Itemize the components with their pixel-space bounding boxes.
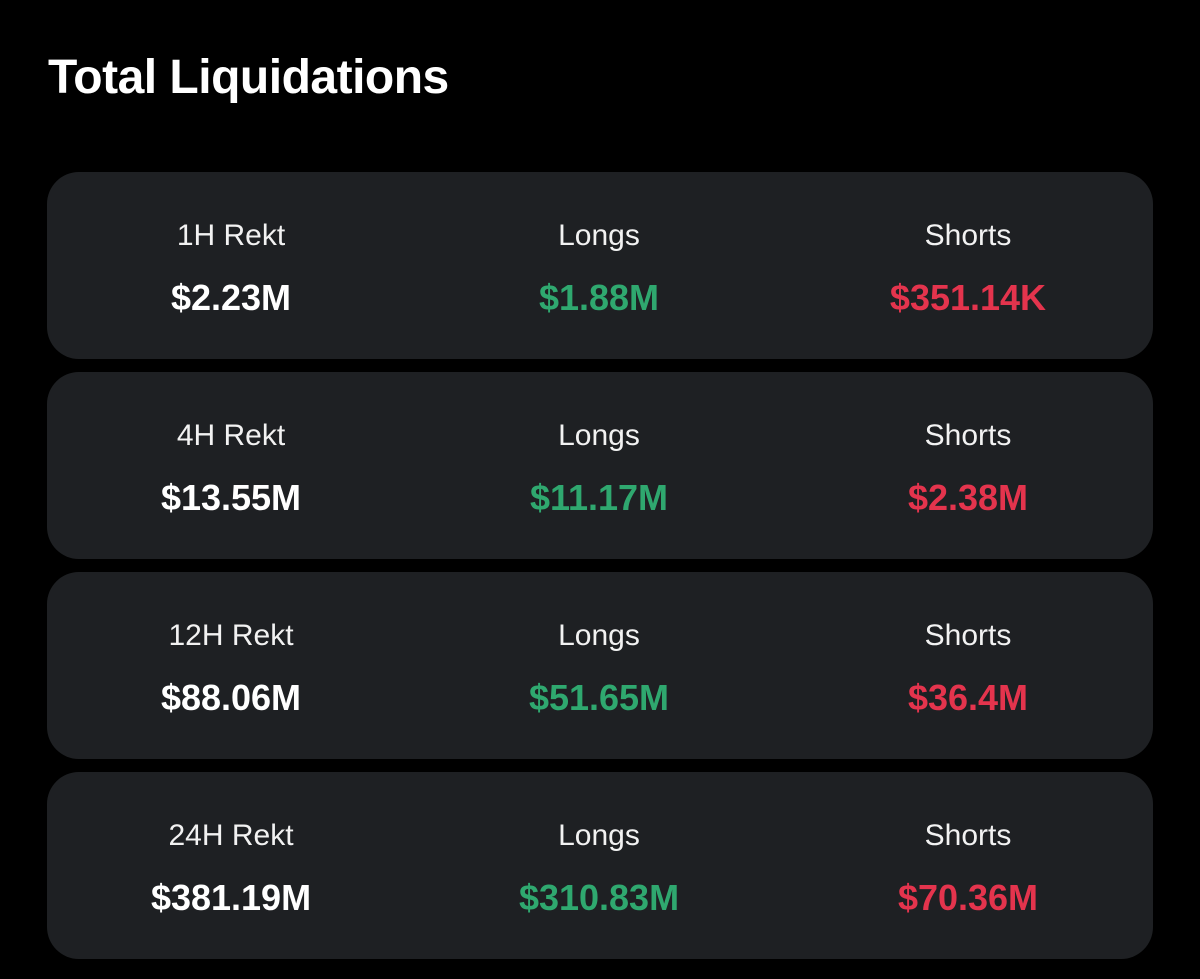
total-value: $13.55M [160,477,302,518]
total-column: 12H Rekt $88.06M [47,572,415,759]
liquidation-card-24h[interactable]: 24H Rekt $381.19M Longs $310.83M Shorts … [47,772,1153,959]
longs-value: $11.17M [529,477,669,518]
longs-value: $310.83M [518,877,680,918]
longs-label: Longs [558,619,640,652]
shorts-value: $36.4M [907,677,1029,718]
shorts-value: $2.38M [907,477,1029,518]
shorts-label: Shorts [924,419,1012,452]
longs-column: Longs $1.88M [415,172,783,359]
total-column: 4H Rekt $13.55M [47,372,415,559]
total-value: $88.06M [160,677,302,718]
liquidation-card-4h[interactable]: 4H Rekt $13.55M Longs $11.17M Shorts $2.… [47,372,1153,559]
period-label: 1H Rekt [176,219,286,252]
total-value: $2.23M [170,277,292,318]
longs-column: Longs $51.65M [415,572,783,759]
shorts-value: $70.36M [897,877,1039,918]
total-value: $381.19M [150,877,312,918]
shorts-value: $351.14K [889,277,1047,318]
liquidation-card-1h[interactable]: 1H Rekt $2.23M Longs $1.88M Shorts $351.… [47,172,1153,359]
total-column: 24H Rekt $381.19M [47,772,415,959]
page-title: Total Liquidations [48,51,449,104]
longs-column: Longs $310.83M [415,772,783,959]
shorts-label: Shorts [924,219,1012,252]
shorts-column: Shorts $36.4M [783,572,1153,759]
liquidation-cards: 1H Rekt $2.23M Longs $1.88M Shorts $351.… [47,172,1153,972]
longs-value: $51.65M [528,677,670,718]
longs-value: $1.88M [538,277,660,318]
longs-label: Longs [558,819,640,852]
shorts-column: Shorts $70.36M [783,772,1153,959]
shorts-label: Shorts [924,819,1012,852]
shorts-label: Shorts [924,619,1012,652]
shorts-column: Shorts $351.14K [783,172,1153,359]
period-label: 12H Rekt [168,619,294,652]
period-label: 24H Rekt [168,819,294,852]
period-label: 4H Rekt [176,419,286,452]
longs-label: Longs [558,419,640,452]
longs-column: Longs $11.17M [415,372,783,559]
shorts-column: Shorts $2.38M [783,372,1153,559]
total-column: 1H Rekt $2.23M [47,172,415,359]
longs-label: Longs [558,219,640,252]
liquidation-card-12h[interactable]: 12H Rekt $88.06M Longs $51.65M Shorts $3… [47,572,1153,759]
